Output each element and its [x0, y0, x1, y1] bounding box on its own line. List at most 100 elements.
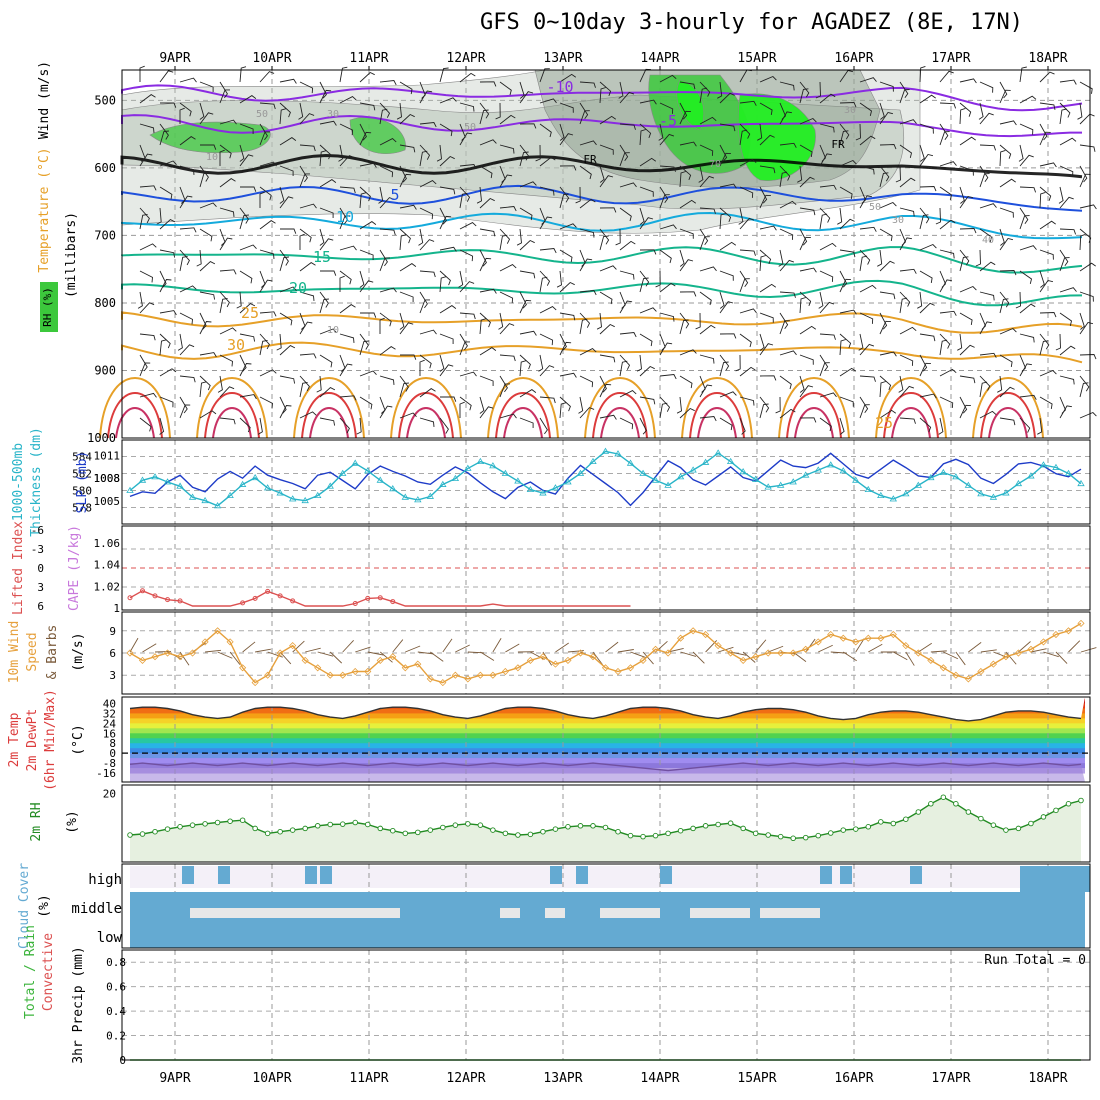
- contour-label: 15: [313, 248, 331, 266]
- thickness-point: [426, 492, 435, 499]
- rh-point: [502, 830, 509, 837]
- wind-barb: [579, 102, 589, 120]
- wind-barb: [339, 96, 357, 104]
- wind-barb: [779, 320, 790, 335]
- wind-barb: [219, 178, 236, 188]
- temperature-color-band: [130, 743, 1085, 749]
- wind-barb: [799, 297, 806, 314]
- wind-barb: [1055, 333, 1061, 351]
- wind-barb: [479, 197, 495, 209]
- thickness-point: [614, 450, 622, 457]
- wind-barb: [919, 123, 934, 134]
- precip-tick-label: 0.6: [106, 981, 126, 994]
- wind-barb: [199, 81, 214, 92]
- top-date-label: 9APR: [159, 51, 190, 66]
- wind-barb: [199, 165, 209, 182]
- wind-barb: [499, 234, 508, 251]
- wind-barb: [219, 417, 236, 425]
- wind-barb: [479, 257, 492, 272]
- wind-barb: [859, 249, 871, 265]
- panel-frame-cloud: [121, 863, 1091, 949]
- wind-barb: [339, 66, 348, 83]
- wind-barb: [619, 354, 631, 370]
- panel-frame-li: [121, 525, 1091, 611]
- wind-barb: [499, 383, 510, 398]
- wind-barb: [219, 354, 233, 367]
- wind-barb: [919, 333, 936, 342]
- wind-barb: [719, 354, 730, 371]
- wind-speed-point: [1039, 638, 1048, 646]
- wind-barb: [459, 312, 476, 320]
- wind-speed-point: [864, 634, 872, 642]
- wind-barb: [919, 144, 925, 162]
- wind-barb: [979, 410, 997, 419]
- rh-point: [277, 828, 283, 835]
- wind-speed-point: [952, 671, 960, 679]
- wind-barb: [1059, 257, 1070, 272]
- wind-barb: [419, 180, 437, 188]
- wind-barb: [839, 159, 857, 167]
- wind-barb: [739, 129, 748, 146]
- wind-barb: [359, 162, 377, 168]
- wind-barb: [129, 637, 139, 653]
- rh-point: [440, 824, 446, 831]
- high-cloud-block: [840, 866, 852, 884]
- wind-barb: [839, 309, 857, 315]
- wind-speed-point: [839, 634, 847, 642]
- wind-barb: [259, 369, 277, 377]
- wind-speed-point: [526, 656, 534, 664]
- wind-speed-point: [814, 638, 822, 646]
- wind-barb: [319, 120, 337, 126]
- wind-speed-point: [852, 638, 860, 646]
- wind-barb: [1059, 137, 1077, 146]
- rh-point: [189, 822, 196, 828]
- wind-barb: [799, 267, 817, 273]
- wind-barb: [739, 366, 756, 377]
- rh-point: [327, 821, 333, 828]
- wind-barb: [360, 312, 377, 318]
- wind-barb: [1015, 291, 1021, 309]
- wind-barb: [159, 130, 169, 146]
- wind-barb: [399, 382, 409, 398]
- wind-barb: [879, 260, 895, 272]
- wind-barb: [859, 77, 877, 83]
- top-date-label: 15APR: [737, 51, 776, 66]
- wind-barb: [739, 100, 757, 106]
- wind-barb: [939, 249, 955, 259]
- wind-barb: [359, 131, 372, 146]
- wind-barb: [799, 291, 812, 307]
- wind-barb: [436, 144, 442, 162]
- lifted-index-point: [165, 597, 171, 603]
- high-cloud-block: [182, 866, 194, 884]
- wind-barb: [239, 270, 253, 284]
- rh-point: [715, 821, 721, 828]
- rh-contour-label: 70: [709, 159, 721, 170]
- wind-speed-point: [226, 638, 234, 646]
- wind-barb: [259, 71, 275, 83]
- wind-barb: [279, 165, 294, 176]
- wind-barb: [299, 113, 315, 125]
- wind-barb: [519, 123, 537, 129]
- thickness-point: [389, 485, 397, 492]
- thickness-point: [689, 466, 697, 473]
- wind-barb: [239, 394, 257, 400]
- wind-barb: [819, 333, 836, 340]
- wind-barb: [819, 417, 832, 432]
- surface-heating-contour: [196, 377, 268, 439]
- wind-barb: [199, 321, 212, 335]
- wind-barb: [259, 339, 268, 356]
- wind-barb: [419, 359, 425, 376]
- top-date-label: 18APR: [1028, 51, 1067, 66]
- wind-barb: [959, 404, 971, 419]
- wind-barb: [659, 282, 676, 293]
- wind-barb: [159, 368, 177, 377]
- wind-barb: [959, 195, 974, 209]
- wind-barb: [539, 216, 553, 230]
- surface-heating-contour: [584, 377, 656, 439]
- surface-heating-contour: [309, 407, 349, 439]
- thickness-line: [129, 450, 1082, 507]
- wind-barb: [359, 186, 371, 202]
- wind-barb: [419, 207, 434, 220]
- wind-barb: [205, 649, 222, 653]
- contour-label: FR: [583, 153, 597, 166]
